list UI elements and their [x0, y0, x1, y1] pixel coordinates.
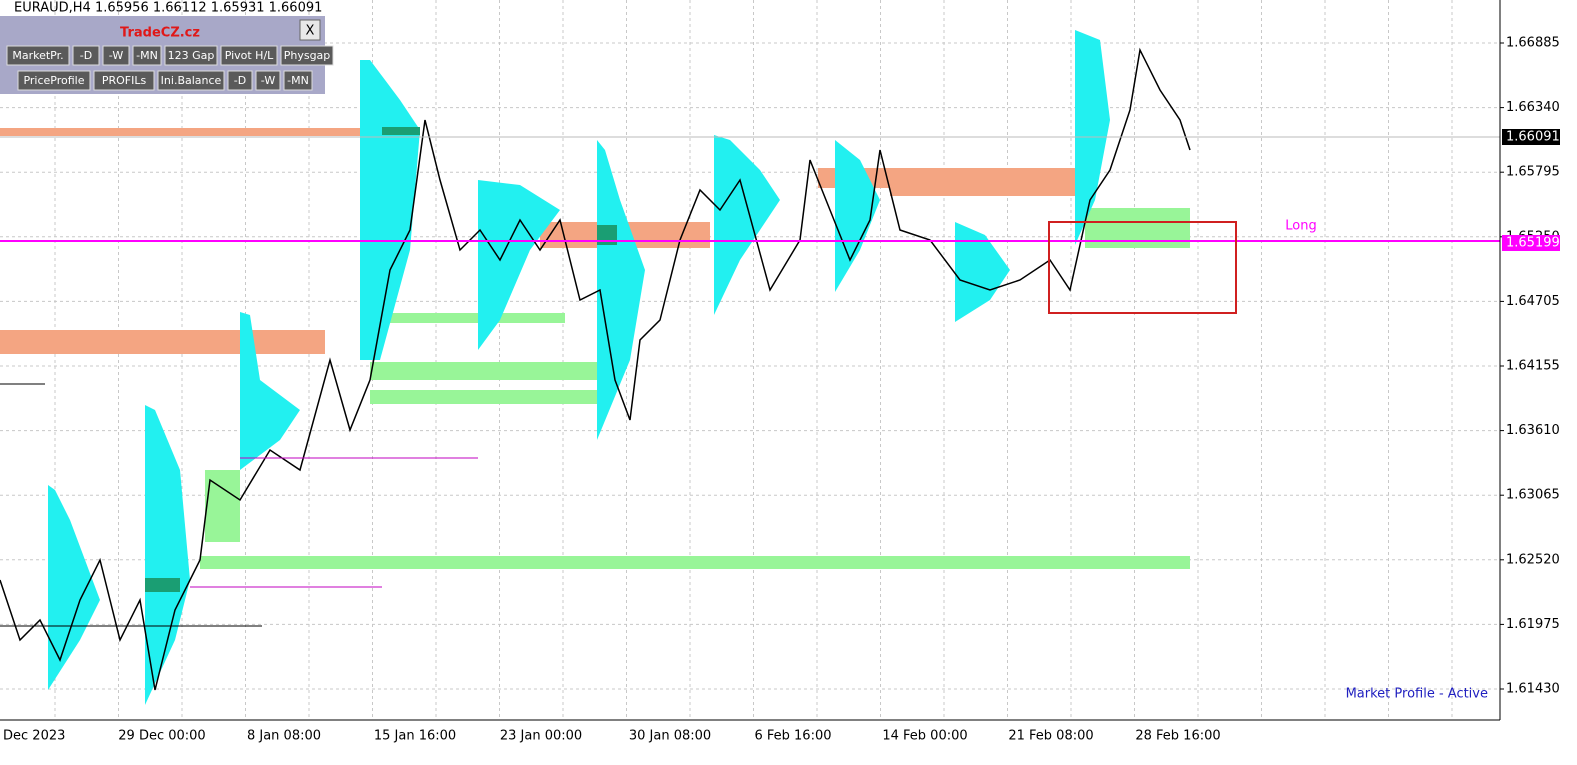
panel-button-label[interactable]: -MN — [287, 74, 309, 87]
price-tick-label: 1.65795 — [1506, 165, 1560, 180]
time-tick-label: 30 Jan 08:00 — [629, 729, 711, 744]
price-path — [0, 47, 1191, 691]
zone-box — [1048, 221, 1237, 314]
time-tick-label: 28 Feb 16:00 — [1135, 729, 1220, 744]
line-price-box — [1502, 235, 1560, 251]
panel-button-label[interactable]: -W — [261, 74, 276, 87]
close-label[interactable]: X — [306, 24, 315, 39]
status-label: Market Profile - Active — [1346, 687, 1488, 702]
control-panel: TradeCZ.cz X MarketPr. -D -W -MN 123 Gap Pivo… — [0, 16, 334, 94]
line-price-label: 1.65199 — [1506, 236, 1560, 251]
price-tick-label: 1.63065 — [1506, 488, 1560, 503]
panel-button[interactable] — [17, 70, 91, 91]
panel-title: TradeCZ.cz — [120, 26, 200, 41]
panel-button[interactable] — [280, 45, 334, 66]
price-tick-label: 1.61430 — [1506, 682, 1560, 697]
time-tick-label: 6 Feb 16:00 — [754, 729, 831, 744]
price-tick-label: 1.63610 — [1506, 423, 1560, 438]
current-price-label: 1.66091 — [1506, 130, 1560, 145]
time-tick-label: 23 Jan 00:00 — [500, 729, 582, 744]
panel-button-label[interactable]: Ini.Balance — [161, 74, 222, 87]
panel-button[interactable] — [102, 45, 130, 66]
panel-button[interactable] — [283, 70, 313, 91]
time-tick-label: 29 Dec 00:00 — [118, 729, 205, 744]
price-tick-label: 1.61975 — [1506, 617, 1560, 632]
panel-button-label[interactable]: -MN — [136, 49, 158, 62]
panel-button[interactable] — [164, 45, 218, 66]
panel-button-label[interactable]: -D — [234, 74, 246, 87]
time-tick-label: 8 Jan 08:00 — [247, 729, 321, 744]
time-tick-label: 0 Dec 2023 — [0, 729, 65, 744]
panel-button-label[interactable]: Physgap — [284, 49, 331, 62]
panel-button-label[interactable]: PriceProfile — [23, 74, 84, 87]
panel-button-label[interactable]: -W — [109, 49, 124, 62]
price-tick-label: 1.62520 — [1506, 552, 1560, 567]
long-label: Long — [1285, 219, 1316, 234]
price-tick-label: 1.64705 — [1506, 294, 1560, 309]
close-button[interactable] — [299, 19, 321, 41]
grid — [0, 0, 1500, 720]
panel-button-label[interactable]: 123 Gap — [168, 49, 215, 62]
panel-button[interactable] — [220, 45, 278, 66]
time-tick-label: 14 Feb 00:00 — [882, 729, 967, 744]
time-tick-label: 15 Jan 16:00 — [374, 729, 456, 744]
panel-button-label[interactable]: PROFILs — [102, 74, 147, 87]
symbol-header: EURAUD,H4 1.65956 1.66112 1.65931 1.6609… — [14, 1, 322, 16]
panel-button-label[interactable]: -D — [80, 49, 92, 62]
panel-button[interactable] — [132, 45, 162, 66]
panel-button[interactable] — [157, 70, 225, 91]
panel-button[interactable] — [227, 70, 253, 91]
panel-button[interactable] — [255, 70, 281, 91]
panel-button-label[interactable]: MarketPr. — [12, 49, 63, 62]
panel-button-label[interactable]: Pivot H/L — [225, 49, 274, 62]
price-tick-label: 1.66885 — [1506, 36, 1560, 51]
price-tick-label: 1.66340 — [1506, 100, 1560, 115]
panel-button[interactable] — [72, 45, 100, 66]
current-price-box — [1502, 129, 1560, 145]
time-tick-label: 21 Feb 08:00 — [1008, 729, 1093, 744]
panel-button[interactable] — [6, 45, 70, 66]
axes: 1.668851.663401.657951.652501.647051.641… — [0, 36, 1560, 744]
price-tick-label: 1.64155 — [1506, 359, 1560, 374]
panel-button[interactable] — [93, 70, 155, 91]
